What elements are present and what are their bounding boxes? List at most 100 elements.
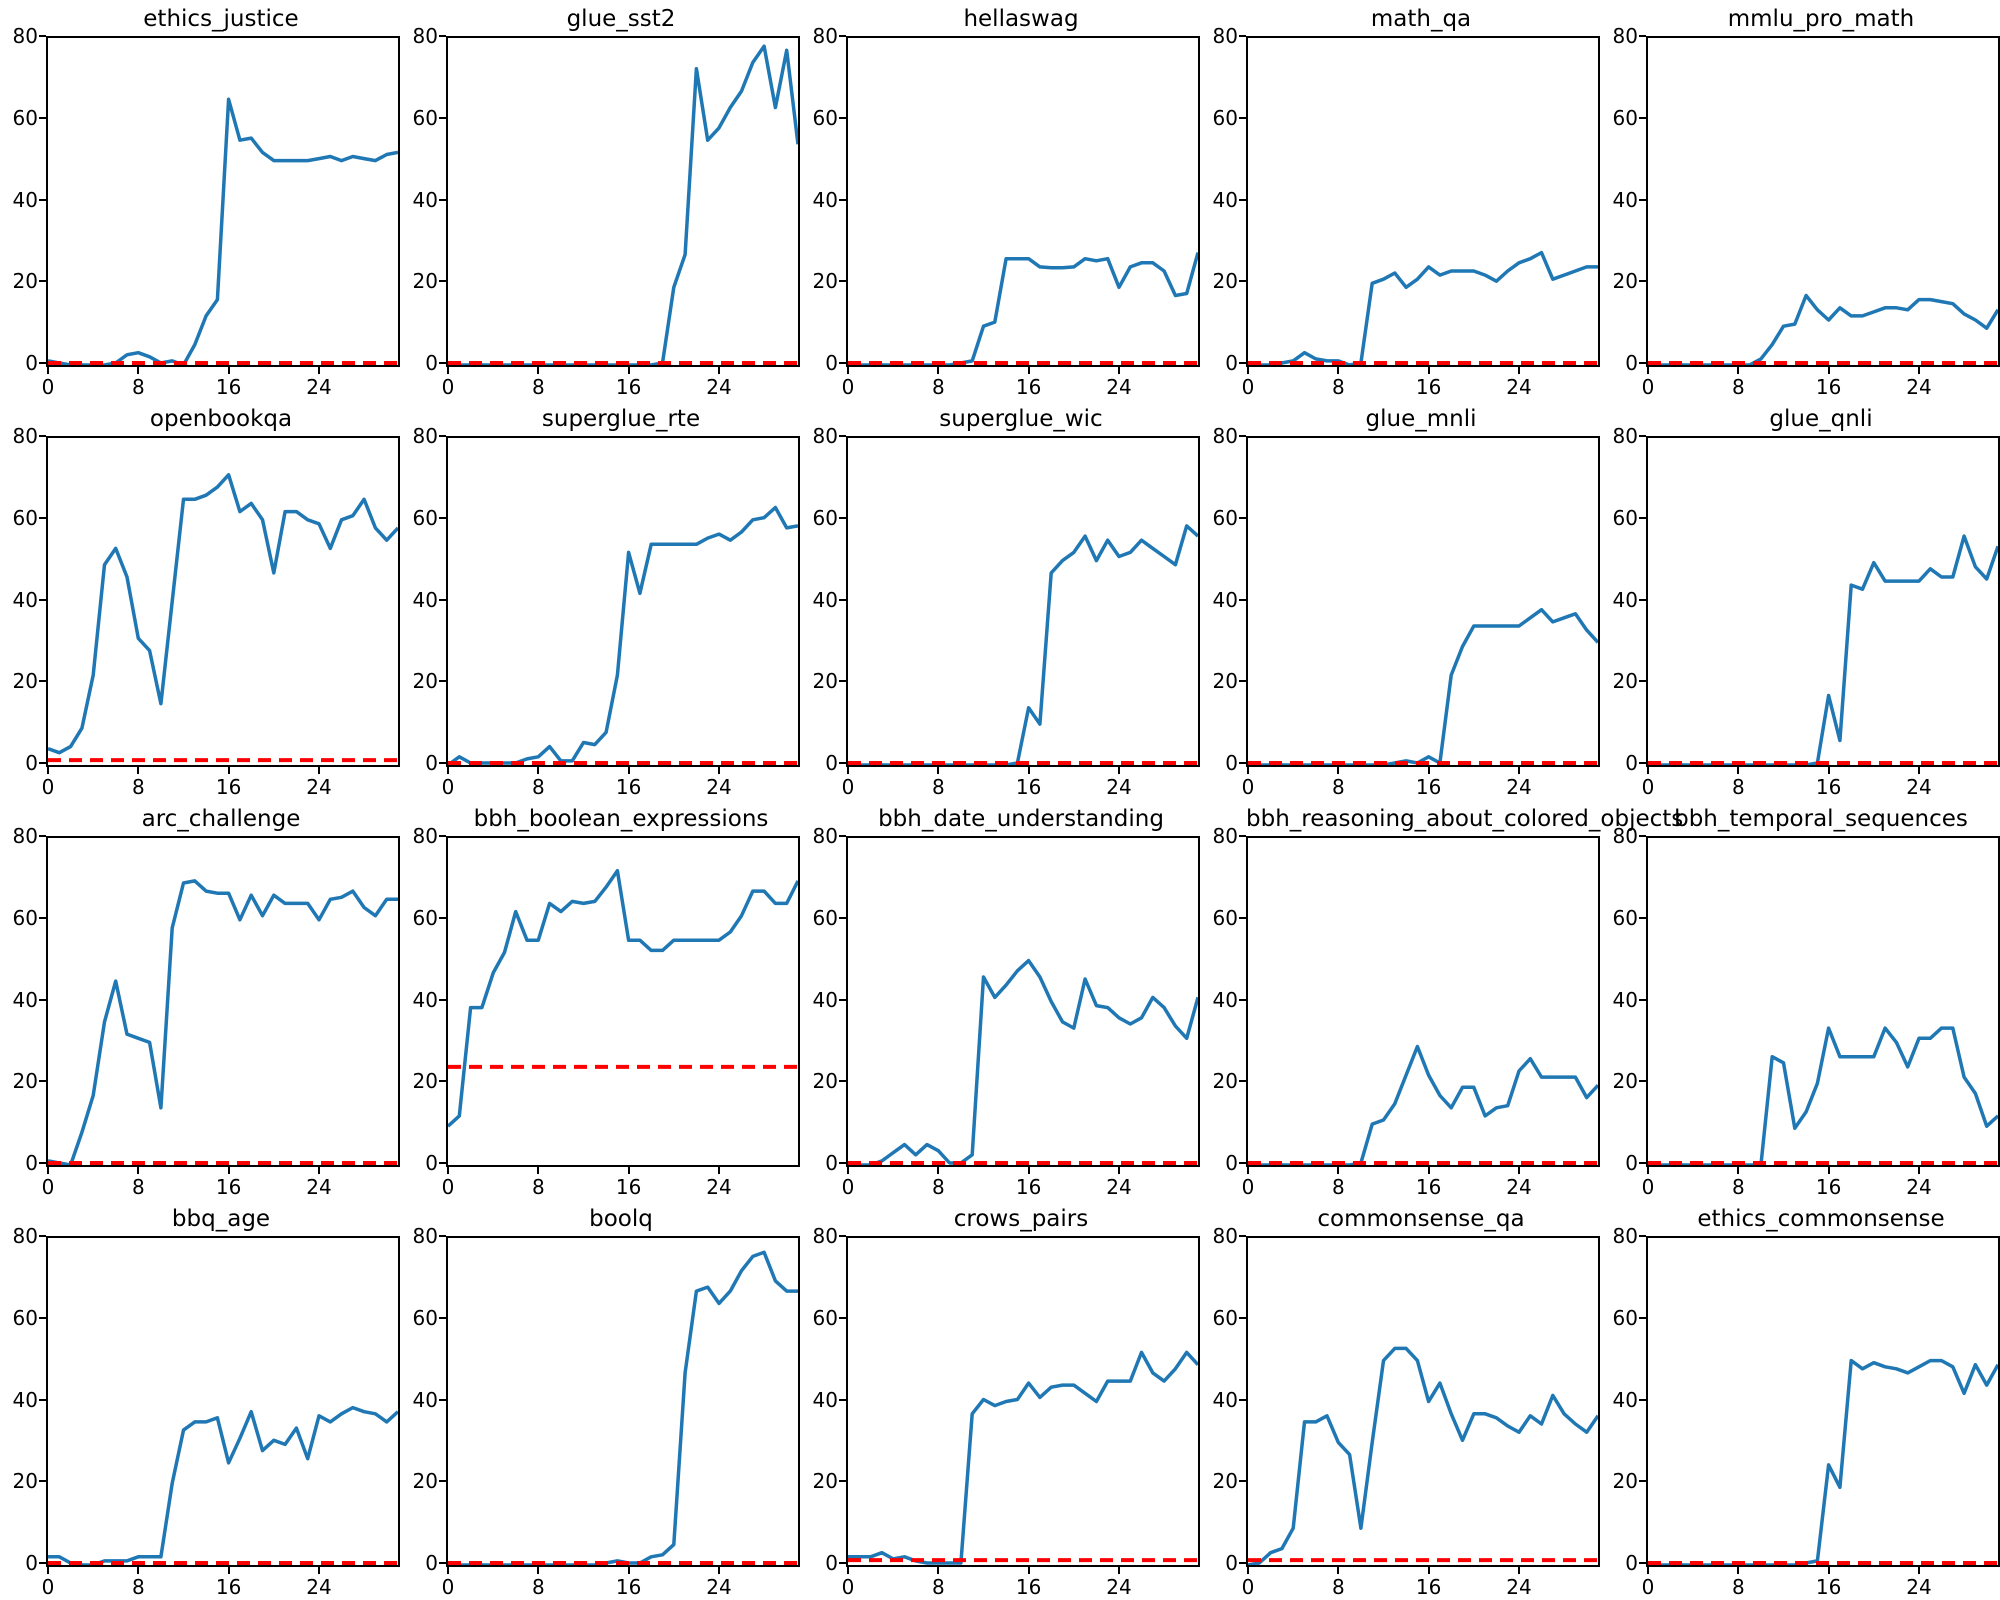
y-tick-mark	[39, 1316, 46, 1319]
y-tick-label: 40	[1212, 587, 1238, 612]
y-tick-label: 0	[825, 1151, 838, 1175]
x-tick-mark	[1117, 1167, 1120, 1174]
y-tick-mark	[39, 516, 46, 519]
y-tick-label: 40	[1612, 187, 1638, 212]
y-tick-label: 80	[1612, 1224, 1638, 1248]
axes-box	[846, 36, 1200, 367]
x-tick-label: 8	[931, 1175, 945, 1199]
chart-title: bbh_date_understanding	[878, 806, 1164, 832]
x-tick-mark	[537, 767, 540, 774]
y-tick-label: 60	[1212, 105, 1238, 130]
x-tick-mark	[1247, 367, 1249, 374]
x-tick-mark	[447, 367, 449, 374]
x-tick-mark	[1647, 367, 1649, 374]
x-tick-mark	[937, 367, 940, 374]
y-tick-mark	[1239, 198, 1246, 201]
y-tick-label: 0	[425, 751, 438, 775]
y-tick-mark	[1639, 362, 1646, 364]
y-tick-mark	[839, 362, 846, 364]
x-tick-mark	[227, 1167, 230, 1174]
plot-area	[1248, 250, 1598, 365]
x-tick-label: 16	[1015, 1575, 1042, 1599]
y-tick-mark	[439, 762, 446, 764]
x-tick-label: 24	[306, 375, 332, 399]
y-tick-label: 20	[12, 669, 38, 694]
series-line	[1248, 607, 1598, 765]
chart-title: glue_sst2	[566, 6, 676, 32]
y-tick-mark	[1239, 35, 1246, 37]
axes-box	[46, 36, 400, 367]
y-tick-mark	[39, 362, 46, 364]
y-tick-mark	[839, 280, 846, 283]
x-tick-label: 0	[1641, 375, 1655, 399]
x-tick-mark	[1737, 367, 1740, 374]
y-tick-mark	[439, 435, 446, 437]
series-line	[448, 868, 798, 1128]
y-tick-label: 80	[812, 24, 838, 48]
x-tick-mark	[1427, 1167, 1430, 1174]
subplot-bbq_age: bbq_age 0 20 40 60 80 0 8 16 24	[0, 1200, 400, 1600]
y-tick-label: 0	[1225, 751, 1238, 775]
y-tick-mark	[1239, 1080, 1246, 1083]
x-tick-mark	[1917, 1167, 1920, 1174]
y-tick-label: 60	[12, 505, 38, 530]
axes-box	[446, 836, 800, 1167]
chart-title: superglue_rte	[541, 406, 701, 432]
x-tick-label: 24	[1106, 775, 1132, 799]
series-line	[48, 473, 398, 755]
y-tick-mark	[1239, 680, 1246, 683]
y-tick-mark	[39, 1162, 46, 1164]
x-tick-mark	[317, 1167, 320, 1174]
y-tick-mark	[1239, 1316, 1246, 1319]
y-tick-mark	[39, 1235, 46, 1237]
x-tick-mark	[47, 767, 49, 774]
y-tick-mark	[1639, 1316, 1646, 1319]
x-tick-label: 8	[1731, 775, 1745, 799]
x-tick-mark	[1337, 1567, 1340, 1574]
y-tick-label: 80	[12, 1224, 38, 1248]
x-tick-label: 0	[441, 1175, 455, 1199]
x-tick-mark	[227, 767, 230, 774]
y-tick-mark	[439, 1480, 446, 1483]
x-tick-mark	[137, 1567, 140, 1574]
plot-area	[1248, 1044, 1598, 1165]
x-tick-mark	[1647, 767, 1649, 774]
x-tick-mark	[317, 767, 320, 774]
y-tick-mark	[439, 116, 446, 119]
y-tick-label: 0	[25, 751, 38, 775]
x-tick-mark	[1827, 767, 1830, 774]
x-tick-mark	[847, 367, 849, 374]
y-tick-label: 80	[1212, 24, 1238, 48]
plot-area	[1248, 607, 1598, 765]
x-tick-label: 8	[931, 1575, 945, 1599]
x-tick-mark	[1337, 767, 1340, 774]
subplot-superglue_wic: superglue_wic 0 20 40 60 80 0 8 16 24	[800, 400, 1200, 800]
y-tick-label: 20	[812, 1069, 838, 1094]
y-tick-mark	[1239, 1480, 1246, 1483]
plot-area	[848, 524, 1198, 765]
axes-box	[46, 1236, 400, 1567]
y-tick-label: 60	[1612, 105, 1638, 130]
chart-title: glue_mnli	[1365, 406, 1477, 432]
chart-title: bbh_temporal_sequences	[1674, 806, 1968, 832]
series-line	[1648, 1026, 1998, 1165]
x-tick-label: 16	[215, 1575, 242, 1599]
x-tick-label: 24	[1106, 1175, 1132, 1199]
y-tick-label: 20	[412, 669, 438, 694]
y-tick-label: 40	[1612, 987, 1638, 1012]
series-line	[848, 524, 1198, 765]
y-tick-label: 20	[412, 1469, 438, 1494]
y-tick-mark	[839, 998, 846, 1001]
subplot-ethics_commonsense: ethics_commonsense 0 20 40 60 80 0 8 16 24	[1600, 1200, 2000, 1600]
x-tick-mark	[1827, 1167, 1830, 1174]
y-tick-mark	[839, 516, 846, 519]
x-tick-mark	[1917, 1567, 1920, 1574]
y-tick-label: 60	[1212, 905, 1238, 930]
y-tick-label: 60	[812, 505, 838, 530]
x-tick-mark	[537, 1567, 540, 1574]
y-tick-mark	[839, 435, 846, 437]
x-tick-mark	[447, 1167, 449, 1174]
y-tick-mark	[1239, 1562, 1246, 1564]
x-tick-label: 24	[1506, 1575, 1532, 1599]
series-line	[848, 252, 1198, 365]
